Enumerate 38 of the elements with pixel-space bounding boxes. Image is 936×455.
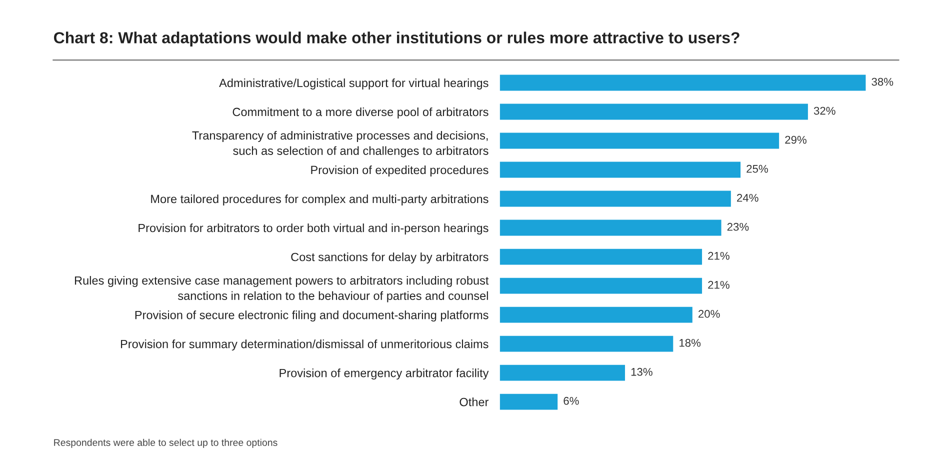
data-label: 21% bbox=[708, 280, 730, 289]
y-tick-label: Provision of expedited procedures bbox=[311, 165, 488, 176]
data-label: 13% bbox=[631, 368, 652, 376]
y-tick-label: Provision of emergency arbitrator facility bbox=[280, 368, 489, 380]
y-tick-label: Provision for summary determination/dismissal of unmeritorious claims bbox=[120, 340, 488, 351]
bar bbox=[500, 364, 625, 381]
y-tick-label: Provision for arbitrators to order both virtual and in-person hearings bbox=[138, 224, 488, 235]
y-tick-label: Rules giving extensive case management powers to arbitrators including robust sanctions in relation to the behaviour of parties and counsel bbox=[74, 276, 489, 302]
data-label: 25% bbox=[746, 164, 768, 173]
data-label: 32% bbox=[814, 106, 836, 115]
y-tick-label: Provision of secure electronic filing and document-sharing platforms bbox=[135, 310, 488, 322]
y-tick-label: Cost sanctions for delay by arbitrators bbox=[291, 252, 488, 264]
data-label: 6% bbox=[564, 396, 579, 405]
bar bbox=[500, 104, 808, 120]
data-label: 18% bbox=[680, 338, 701, 347]
bar bbox=[500, 394, 558, 410]
bar bbox=[500, 336, 674, 352]
y-tick-label: Transparency of administrative processes and decisions, such as selection of and challenges to arbitrators bbox=[192, 130, 488, 158]
y-tick-label: Administrative/Logistical support for virtual hearings bbox=[219, 78, 488, 90]
data-label: 21% bbox=[708, 252, 730, 260]
bar bbox=[500, 74, 866, 91]
bar bbox=[500, 306, 692, 323]
data-label: 23% bbox=[727, 222, 749, 231]
bar bbox=[500, 162, 741, 178]
bar bbox=[500, 248, 702, 265]
bar bbox=[500, 132, 780, 149]
y-tick-label: Other bbox=[460, 398, 489, 406]
text: Respondents were able to select up to three options bbox=[54, 438, 278, 448]
bar bbox=[500, 220, 722, 236]
chart-title: Chart 8: What adaptations would make other institutions or rules more attractive to users? bbox=[54, 32, 740, 47]
data-label: 24% bbox=[737, 194, 758, 202]
bar bbox=[500, 278, 702, 294]
data-label: 29% bbox=[785, 136, 806, 144]
y-tick-label: More tailored procedures for complex and multi-party arbitrations bbox=[151, 194, 488, 206]
y-tick-label: Commitment to a more diverse pool of arbitrators bbox=[232, 107, 488, 118]
data-label: 20% bbox=[698, 310, 720, 318]
bar bbox=[500, 190, 731, 207]
data-label: 38% bbox=[872, 78, 894, 86]
